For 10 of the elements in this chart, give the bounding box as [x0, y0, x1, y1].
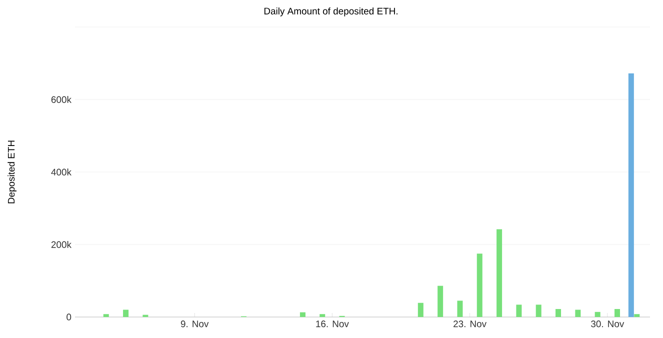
x-tick-label: 23. Nov	[454, 320, 487, 328]
x-tick-label: 30. Nov	[591, 320, 624, 328]
y-axis-title: Deposited ETH	[8, 140, 16, 204]
chart-title: Daily Amount of deposited ETH.	[264, 8, 398, 16]
y-tick-label: 0	[66, 314, 72, 320]
x-tick-label: 16. Nov	[316, 320, 349, 328]
y-tick-label: 400k	[51, 168, 72, 176]
y-tick-label: 600k	[51, 96, 72, 103]
y-tick-label: 200k	[51, 241, 72, 248]
x-tick-label: 9. Nov	[180, 320, 209, 328]
